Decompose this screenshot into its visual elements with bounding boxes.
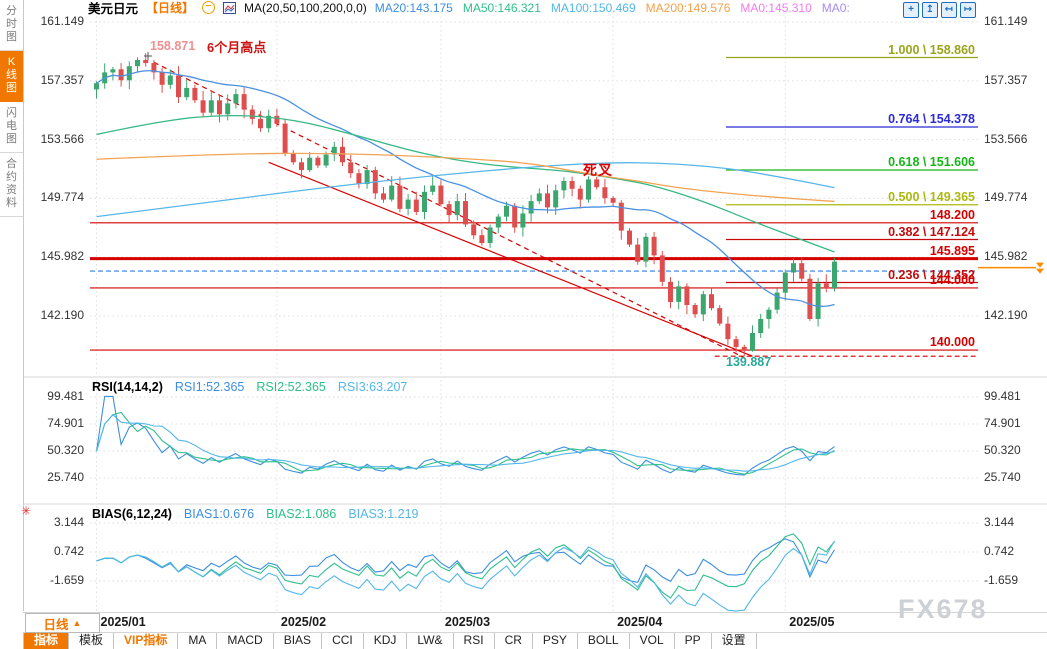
swing-high-label: 158.871 bbox=[150, 39, 196, 53]
bias-title: BIAS(6,12,24) bbox=[92, 507, 172, 521]
ma-legend-value: MA0:145.310 bbox=[740, 0, 812, 15]
swing-high-note: 6个月高点 bbox=[207, 40, 267, 55]
rsi-legend-value: RSI1:52.365 bbox=[174, 380, 245, 394]
pan-icon[interactable]: + bbox=[903, 2, 919, 18]
chart-header: 美元日元 【日线】 − MA(20,50,100,200,0,0) MA20:1… bbox=[88, 0, 850, 17]
toolbar-item-VOL[interactable]: VOL bbox=[630, 633, 675, 649]
ma-legend: MA20:143.175 MA50:146.321 MA100:150.469 MA2… bbox=[375, 1, 850, 15]
swing-low-label: 139.887 bbox=[726, 355, 772, 369]
bias-legend-value: BIAS1:0.676 bbox=[183, 507, 255, 521]
toolbar-item-PSY[interactable]: PSY bbox=[533, 633, 578, 649]
toolbar-item-模板[interactable]: 模板 bbox=[69, 633, 115, 649]
ma-settings-label: MA(20,50,100,200,0,0) bbox=[244, 0, 367, 15]
mini-chart-icon[interactable] bbox=[223, 1, 237, 14]
exit-fullscreen-icon[interactable]: ↦ bbox=[960, 2, 976, 18]
toolbar-item-MA[interactable]: MA bbox=[178, 633, 218, 649]
toolbar-item-CCI[interactable]: CCI bbox=[322, 633, 364, 649]
toolbar-item-LW&[interactable]: LW& bbox=[407, 633, 454, 649]
fx678-watermark: FX678 bbox=[898, 594, 988, 624]
date-axis-label: 2025/01 bbox=[100, 615, 146, 629]
toolbar-item-指标[interactable]: 指标 bbox=[23, 633, 70, 649]
date-axis-label: 2025/03 bbox=[444, 615, 491, 629]
ma-legend-value: MA0: bbox=[821, 0, 850, 15]
period-selector-button[interactable]: 日线 ▲ bbox=[25, 613, 100, 633]
zoom-vertical-icon[interactable]: ↥ bbox=[922, 2, 938, 18]
ma-legend-value: MA20:143.175 bbox=[374, 0, 453, 15]
toolbar-item-CR[interactable]: CR bbox=[495, 633, 533, 649]
toolbar-item-BIAS[interactable]: BIAS bbox=[274, 633, 323, 649]
period-tag: 【日线】 bbox=[146, 1, 195, 15]
rsi-legend-value: RSI3:63.207 bbox=[337, 380, 408, 394]
date-axis-label: 2025/02 bbox=[280, 615, 327, 629]
indicator-settings-icon[interactable]: ✳ bbox=[21, 504, 32, 518]
toolbar-item-KDJ[interactable]: KDJ bbox=[364, 633, 408, 649]
bias-legend-value: BIAS2:1.086 bbox=[266, 507, 337, 521]
sidebar-tab-K线图[interactable]: K 线 图 bbox=[0, 51, 23, 102]
rsi-title: RSI(14,14,2) bbox=[92, 380, 163, 394]
sidebar-tab-合约资料[interactable]: 合 约 资 料 bbox=[0, 153, 23, 217]
ma-legend-value: MA50:146.321 bbox=[462, 0, 541, 15]
collapse-indicator-icon[interactable]: − bbox=[202, 1, 216, 14]
symbol-title: 美元日元 bbox=[88, 2, 139, 16]
toolbar-item-BOLL[interactable]: BOLL bbox=[578, 633, 630, 649]
sidebar-tab-分时图[interactable]: 分 时 图 bbox=[0, 0, 23, 51]
ma-legend-value: MA100:150.469 bbox=[550, 0, 636, 15]
date-axis-label: 2025/04 bbox=[617, 615, 663, 629]
toolbar-item-设置[interactable]: 设置 bbox=[712, 633, 757, 649]
toolbar-item-PP[interactable]: PP bbox=[675, 633, 712, 649]
toolbar-item-RSI[interactable]: RSI bbox=[454, 633, 495, 649]
toolbar-item-MACD[interactable]: MACD bbox=[217, 633, 274, 649]
sidebar-tab-闪电图[interactable]: 闪 电 图 bbox=[0, 102, 23, 153]
period-up-triangle-icon: ▲ bbox=[72, 618, 82, 628]
date-axis-label: 2025/05 bbox=[789, 615, 835, 629]
toolbar-item-VIP指标[interactable]: VIP指标 bbox=[114, 633, 179, 649]
death-cross-label: 死叉 bbox=[583, 162, 613, 178]
ma-legend-value: MA200:149.576 bbox=[645, 0, 731, 15]
rsi-panel-header: RSI(14,14,2) RSI1:52.365 RSI2:52.365 RSI3:… bbox=[92, 380, 407, 394]
zoom-horizontal-icon[interactable]: ↤ bbox=[941, 2, 957, 18]
bias-panel-header: BIAS(6,12,24) BIAS1:0.676 BIAS2:1.086 BIAS… bbox=[92, 507, 419, 521]
window-control-icons: + ↥ ↤ ↦ bbox=[903, 2, 976, 18]
indicator-toolbar: 指标 模板 VIP指标 MA MACD BIAS CCI KDJ LW& RSI CR PSY BOLL… bbox=[23, 633, 757, 649]
period-selector-label: 日线 bbox=[43, 617, 69, 632]
bias-legend-value: BIAS3:1.219 bbox=[348, 507, 419, 521]
rsi-legend-value: RSI2:52.365 bbox=[256, 380, 326, 394]
